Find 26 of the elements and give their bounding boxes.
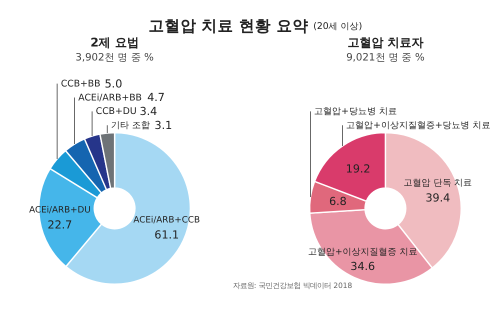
- slice-label: ACEi/ARB+CCB: [133, 216, 200, 226]
- data-label: 3.1: [154, 118, 172, 132]
- slice-label: CCB+BB: [60, 78, 100, 90]
- text: (20세 이상): [313, 21, 362, 32]
- data-label: 19.2: [346, 162, 370, 176]
- slice-label: CCB+DU: [96, 106, 137, 118]
- slice-label: 고혈압+이상지질혈증 치료: [308, 247, 418, 258]
- data-label: 22.7: [48, 218, 72, 232]
- slice-label: 고혈압+당뇨병 치료: [314, 106, 397, 118]
- data-label: 61.1: [154, 228, 180, 242]
- data-label: 34.6: [350, 260, 376, 274]
- data-label: 4.7: [147, 91, 165, 104]
- chart-subtitle: 3,902천 명 중 %: [75, 52, 154, 64]
- chart-subtitle: 9,021천 명 중 %: [346, 52, 425, 64]
- chart-title: 2제 요법: [90, 36, 139, 50]
- data-label: 3.4: [140, 105, 158, 118]
- text: 자료원: 국민건강보험 빅데이터 2018: [232, 280, 352, 290]
- slice-label: 고혈압 단독 치료: [404, 178, 472, 189]
- data-label: 6.8: [329, 194, 347, 208]
- data-label: 5.0: [104, 77, 122, 90]
- slice-label: 기타 조합: [110, 120, 150, 132]
- slice-label: 고혈압+이상지질혈증+당뇨병 치료: [346, 120, 491, 132]
- text: 고혈압 치료 현황 요약: [148, 16, 309, 35]
- slice-label: ACEi/ARB+BB: [78, 92, 142, 104]
- data-label: 39.4: [425, 191, 450, 204]
- chart-title: 고혈압 치료자: [347, 36, 424, 50]
